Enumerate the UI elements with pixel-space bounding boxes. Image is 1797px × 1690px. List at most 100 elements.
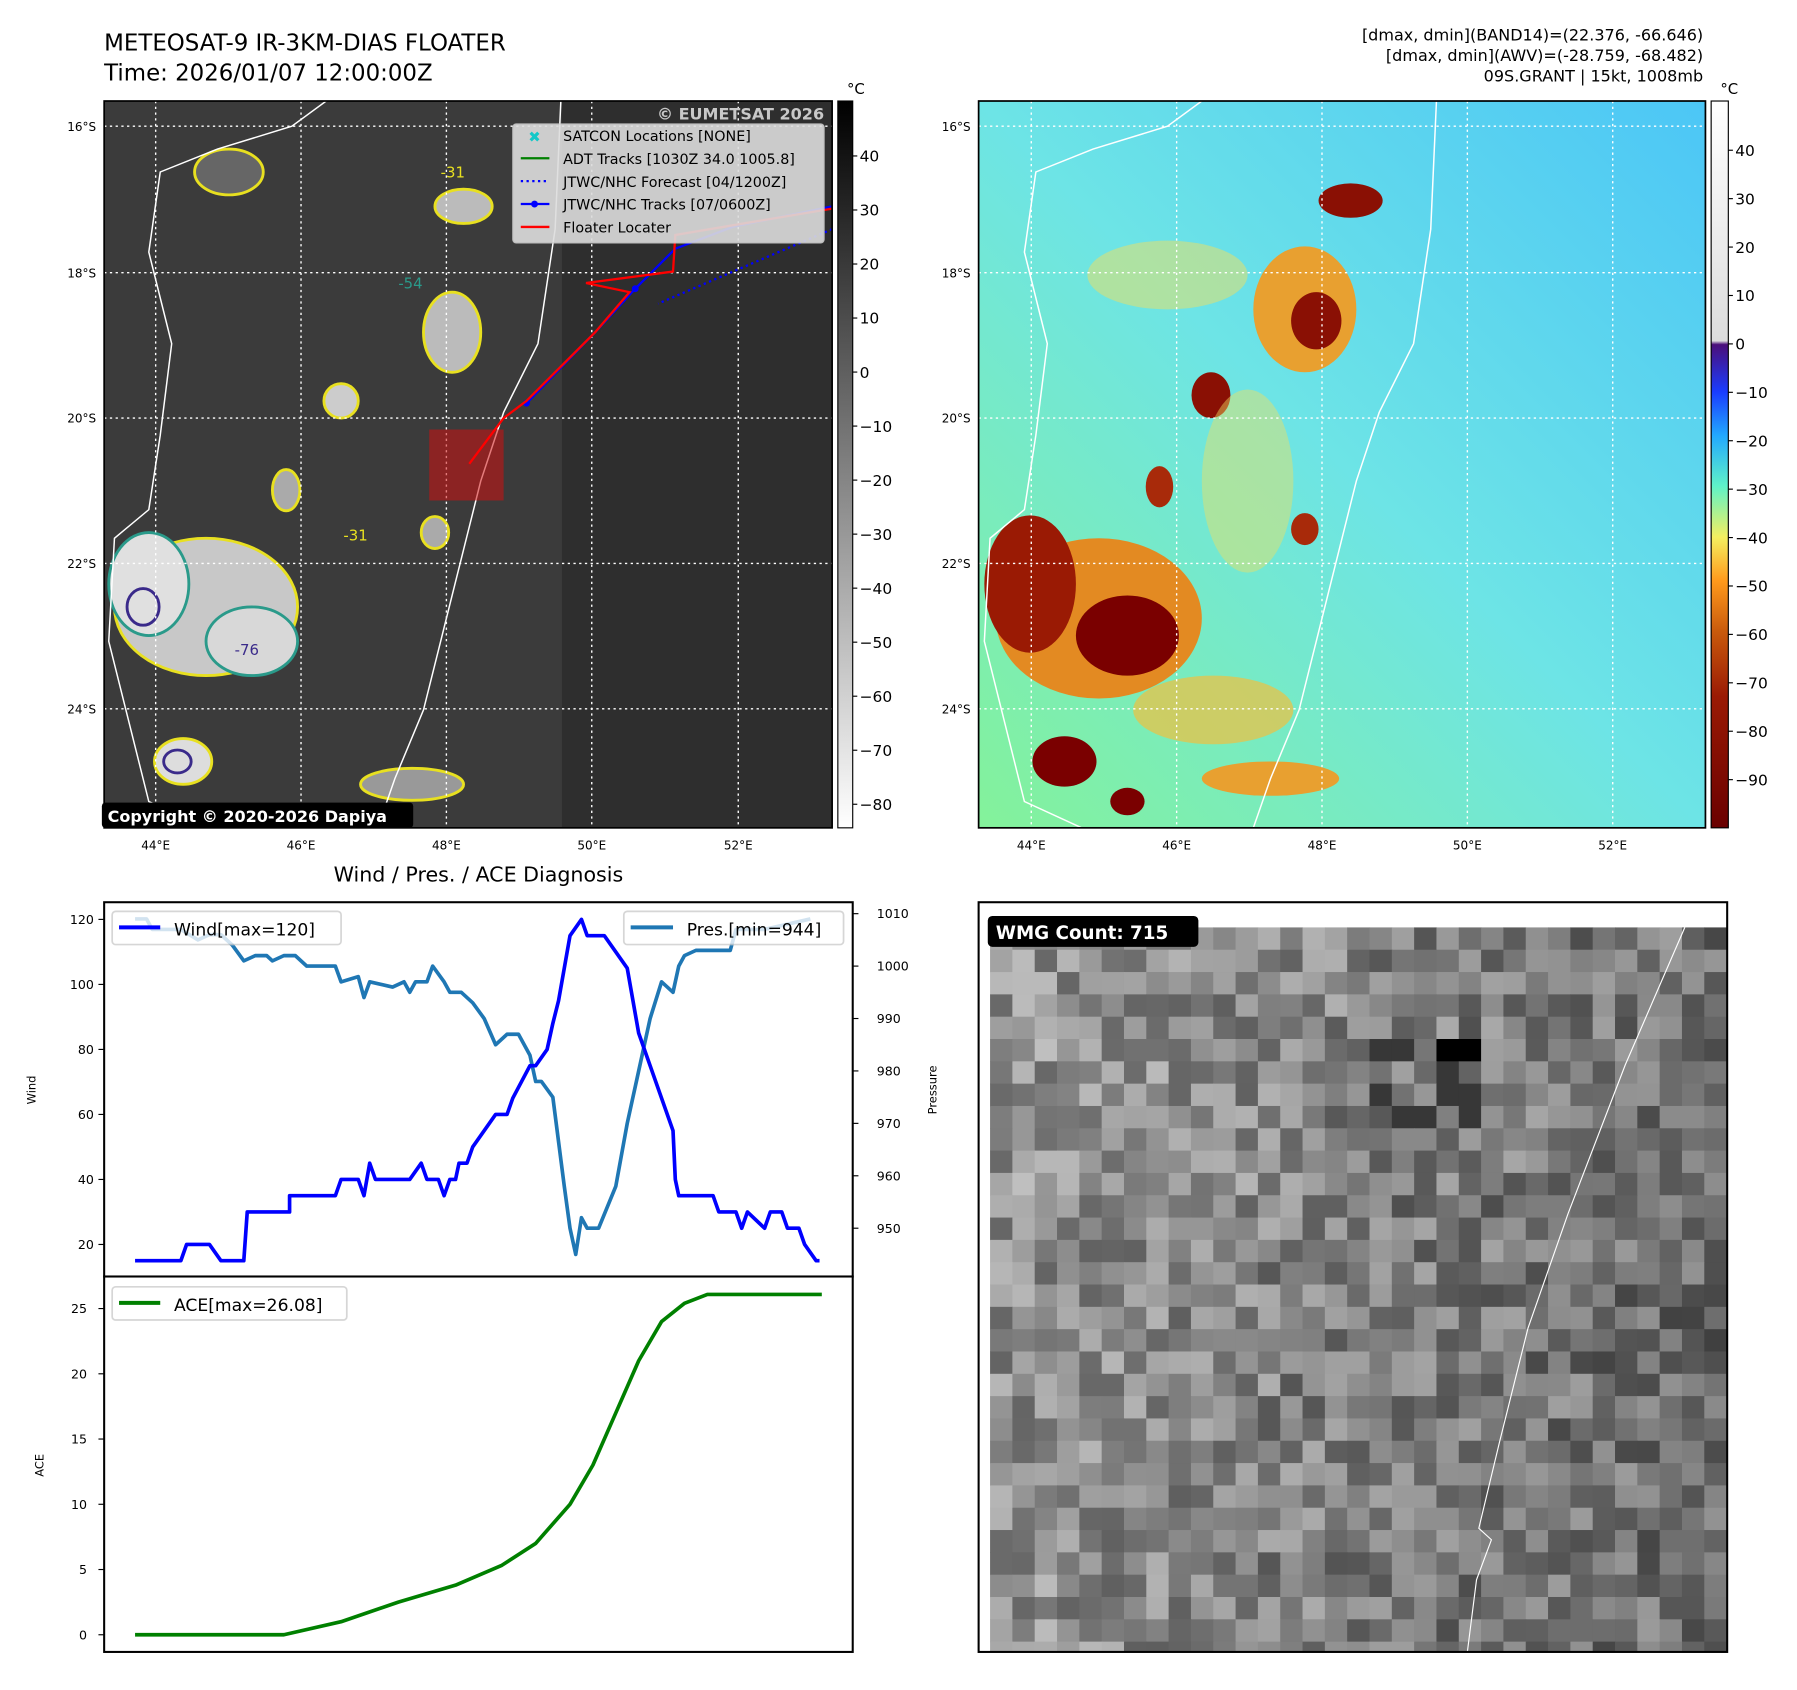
wmg-cell [1280,1619,1304,1643]
wmg-cell [1235,1574,1259,1598]
wmg-cell [1704,1172,1728,1196]
wmg-cell [1057,1440,1080,1464]
wmg-cell [1057,1105,1080,1129]
wmg-cell [1659,994,1683,1018]
wmg-cell [1414,1083,1438,1107]
wmg-cell [1168,1128,1192,1152]
wmg-cell [1213,1440,1237,1464]
wmg-cell [1615,927,1638,951]
wmg-cell [1101,1284,1125,1308]
wmg-cell [1324,1373,1348,1397]
gridlines [978,101,1706,828]
lon-label: 48°E [432,839,461,853]
wmg-cell [1503,927,1527,951]
wmg-cell [1190,1373,1214,1397]
wmg-cell [1257,1105,1281,1129]
wmg-cell [1347,1530,1371,1553]
wmg-cell [1235,1396,1259,1420]
wmg-cell [1570,1306,1594,1330]
wmg-cell [1235,1150,1259,1174]
wmg-cell [1414,1217,1438,1241]
lon-label: 48°E [1308,839,1337,853]
wmg-cell [1414,972,1438,995]
wmg-cell [1168,1284,1192,1308]
wmg-cell [1681,1128,1705,1152]
wmg-cell [1458,1262,1482,1286]
lat-label: 22°S [67,557,96,571]
wmg-cell [1302,1440,1326,1464]
wmg-cell [1012,1463,1036,1486]
wmg-cell [1548,1485,1571,1509]
wmg-cell [1369,1463,1393,1486]
wmg-cell [1592,1396,1616,1420]
wmg-cell [1525,972,1549,995]
wmg-cell [1123,1530,1147,1553]
wmg-cell [1637,1574,1661,1598]
wmg-cell [1615,1195,1638,1219]
wmg-cell [1146,1083,1170,1107]
wmg-cell [1414,1351,1438,1375]
wmg-cell [1503,994,1527,1018]
wmg-cell [1257,1619,1281,1643]
legend-forecast: JTWC/NHC Forecast [04/1200Z] [562,175,786,191]
wmg-cell [1012,949,1036,973]
wmg-cell [1615,1619,1638,1643]
wmg-cell [1057,1284,1080,1308]
wmg-cell [1525,1195,1549,1219]
wmg-cell [1190,1239,1214,1263]
wmg-cell [1168,1574,1192,1598]
wmg-cell [1615,1239,1638,1263]
wmg-cell [1235,949,1259,973]
wmg-cell [1458,1195,1482,1219]
wmg-cell [1481,1552,1504,1576]
wmg-cell [1436,1485,1460,1509]
wmg-cell [1681,1373,1705,1397]
wmg-cell [1280,1574,1304,1598]
wmg-cell [1235,994,1259,1018]
wmg-cell [1213,949,1237,973]
wmg-cell [1481,1485,1504,1509]
wmg-cell [1369,1105,1393,1129]
wmg-cell [1280,1373,1304,1397]
wmg-cell [1503,1418,1527,1442]
wmg-cell [1257,1083,1281,1107]
wmg-cell [1302,1039,1326,1062]
contour-label: -31 [441,164,465,182]
colorbar-tick-label: −30 [1735,481,1768,499]
wmg-cell [1168,1596,1192,1620]
wmg-cell [1458,1440,1482,1464]
wmg-cell [1280,1016,1304,1040]
wmg-cell [1615,1507,1638,1531]
wmg-cell [1057,1596,1080,1620]
wmg-cell [1079,949,1103,973]
wmg-cell [1659,1396,1683,1420]
wmg-cell [1034,1440,1058,1464]
wmg-cell [1481,1016,1504,1040]
wmg-cell [1369,1172,1393,1196]
wmg-cell [1213,1351,1237,1375]
wmg-cell [1034,1463,1058,1486]
wmg-cell [1637,949,1661,973]
wmg-cell [1213,1262,1237,1286]
wmg-cell [1436,1306,1460,1330]
wmg-cell [1503,1217,1527,1241]
wmg-cell [1079,1485,1103,1509]
wmg-cell [1704,1530,1728,1553]
wmg-cell [990,1396,1013,1420]
wmg-cell [1458,1306,1482,1330]
wmg-cell [1057,1128,1080,1152]
wmg-cell [1324,1262,1348,1286]
wmg-cell [1190,1351,1214,1375]
wmg-cell [1213,1396,1237,1420]
pressure-ticks: 1010 1000 990 980 970 960 950 [852,906,909,1236]
wmg-cell [1324,1351,1348,1375]
wmg-cell [1570,1552,1594,1576]
wmg-cell [1302,1351,1326,1375]
lon-label: 46°E [1162,839,1191,853]
wmg-cell [1659,1619,1683,1643]
wmg-cell [1057,1016,1080,1040]
wmg-cell [1012,1284,1036,1308]
wmg-cell [1146,1373,1170,1397]
wmg-cell [990,1195,1013,1219]
wmg-cell [1057,1396,1080,1420]
